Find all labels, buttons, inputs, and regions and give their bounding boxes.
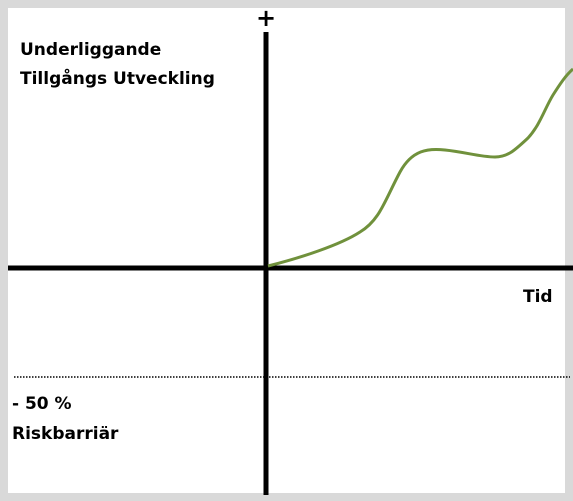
asset-curve	[267, 67, 573, 268]
x-axis-label: Tid	[523, 287, 553, 307]
canvas	[8, 8, 565, 493]
y-label-line: Tillgångs Utveckling	[20, 67, 215, 89]
plus-sign: +	[256, 4, 276, 32]
y-label-line: Underliggande	[20, 40, 161, 60]
barrier-level: - 50 %	[12, 394, 72, 414]
barrier-label: Riskbarriär	[12, 424, 119, 444]
